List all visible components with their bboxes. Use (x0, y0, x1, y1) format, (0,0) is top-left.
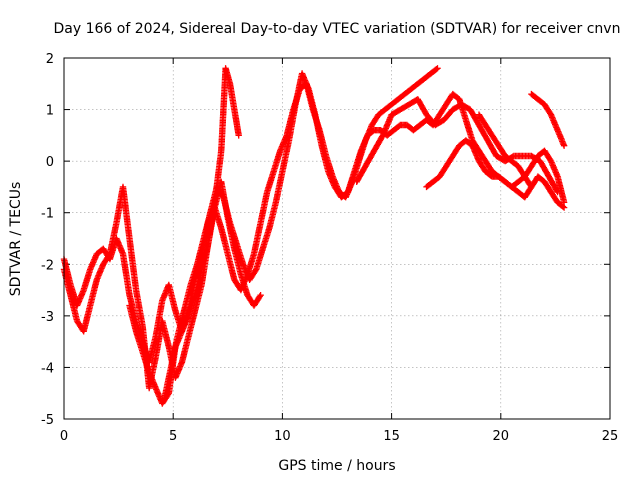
x-tick-label: 15 (383, 429, 400, 444)
data-point (235, 132, 242, 139)
series-sat-b (60, 178, 264, 392)
data-point (560, 142, 568, 149)
y-tick-label: -4 (41, 361, 54, 376)
data-point (560, 199, 568, 206)
chart-title: Day 166 of 2024, Sidereal Day-to-day VTE… (54, 21, 621, 37)
x-tick-label: 10 (274, 429, 291, 444)
x-tick-label: 20 (493, 429, 510, 444)
y-tick-label: -2 (41, 258, 54, 273)
series-sat-f (423, 137, 568, 206)
x-tick-label: 5 (169, 429, 177, 444)
data-point (527, 182, 534, 189)
y-tick-label: 1 (46, 104, 54, 119)
series-sat-g (475, 111, 535, 191)
y-tick-label: 0 (46, 155, 54, 170)
plot-frame (63, 57, 611, 420)
data-point (433, 66, 440, 73)
data-point (434, 65, 441, 72)
x-tick-label: 25 (602, 429, 619, 444)
y-axis-label: SDTVAR / TECUs (8, 182, 24, 297)
x-tick-labels: 0 5 10 15 20 25 (60, 429, 618, 444)
y-tick-label: -3 (41, 310, 54, 325)
x-axis-label: GPS time / hours (278, 458, 395, 474)
data-point (559, 203, 567, 210)
series-sat-h (528, 90, 568, 149)
y-tick-labels: -5 -4 -3 -2 -1 0 1 2 (41, 52, 54, 428)
data-point (256, 293, 263, 300)
y-tick-label: 2 (46, 52, 54, 67)
series-sat-d (161, 70, 568, 402)
x-tick-label: 0 (60, 429, 68, 444)
y-tick-label: -5 (41, 413, 54, 428)
data-point (528, 183, 535, 191)
data-point (105, 252, 113, 259)
y-tick-label: -1 (41, 207, 54, 222)
data-point (219, 192, 226, 200)
data-points (60, 65, 568, 407)
data-point (257, 292, 264, 299)
